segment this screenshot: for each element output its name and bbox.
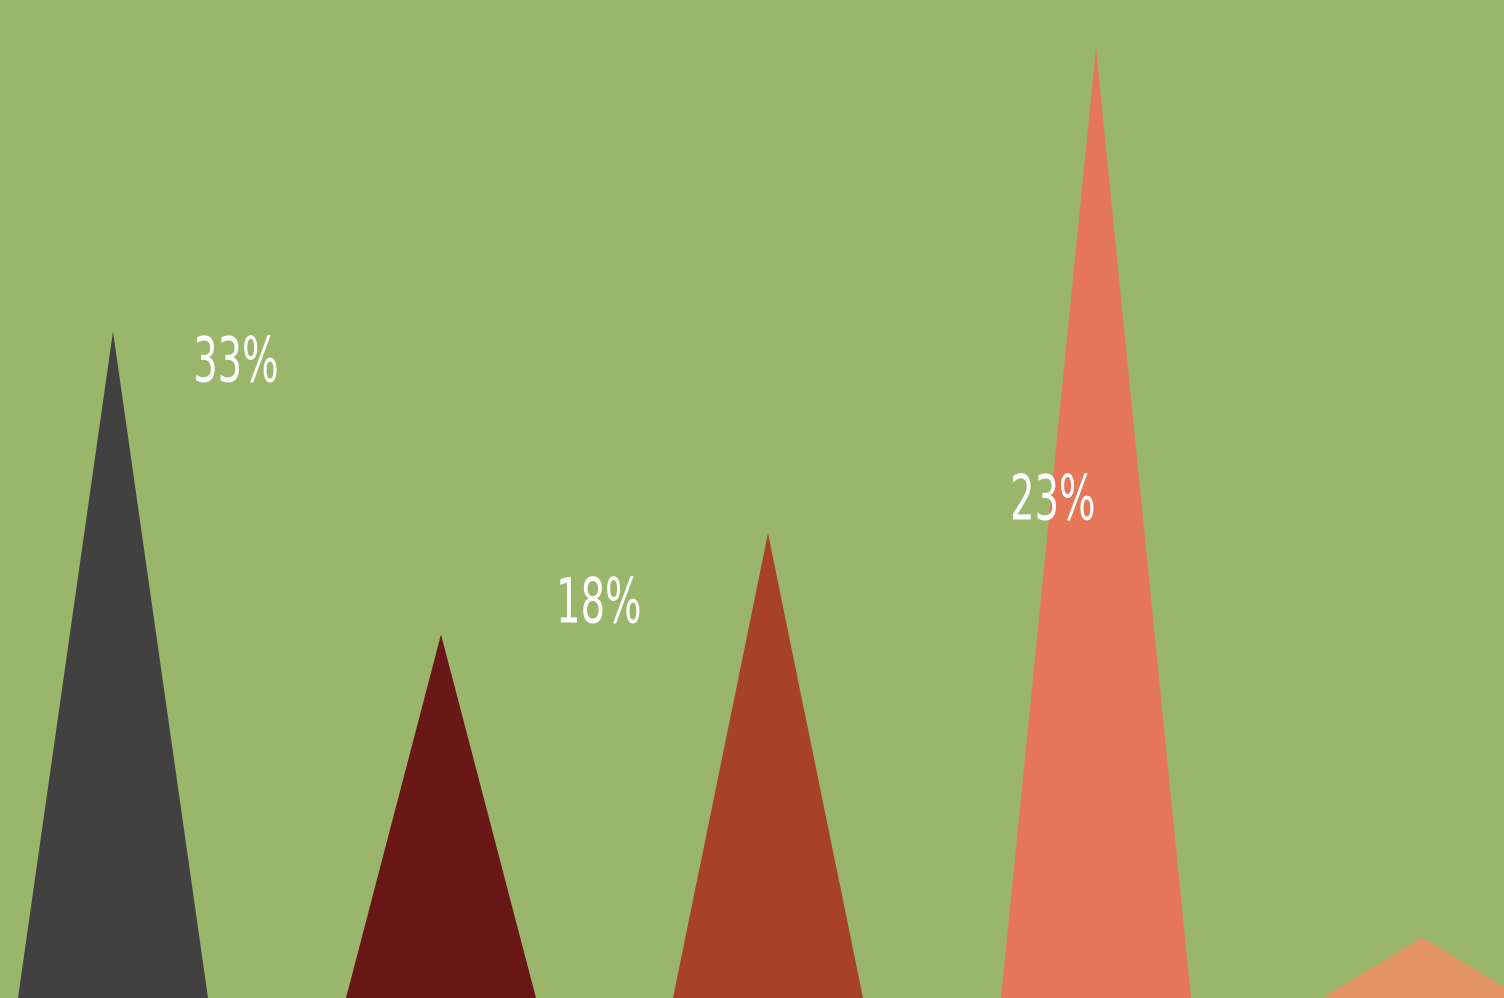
triangle-bar-3: [673, 533, 863, 998]
value-label-3: 23%: [1010, 463, 1095, 535]
chart-value-labels: 33%18%23%47%3%: [193, 325, 1095, 638]
value-label-2: 18%: [556, 566, 641, 638]
triangle-bar-2: [346, 634, 536, 998]
triangle-bar-1: [18, 331, 208, 998]
triangle-bar-4: [1001, 48, 1191, 998]
value-label-1: 33%: [193, 325, 278, 397]
chart-marks: [18, 48, 1504, 998]
triangle-bar-5: [1322, 937, 1504, 998]
